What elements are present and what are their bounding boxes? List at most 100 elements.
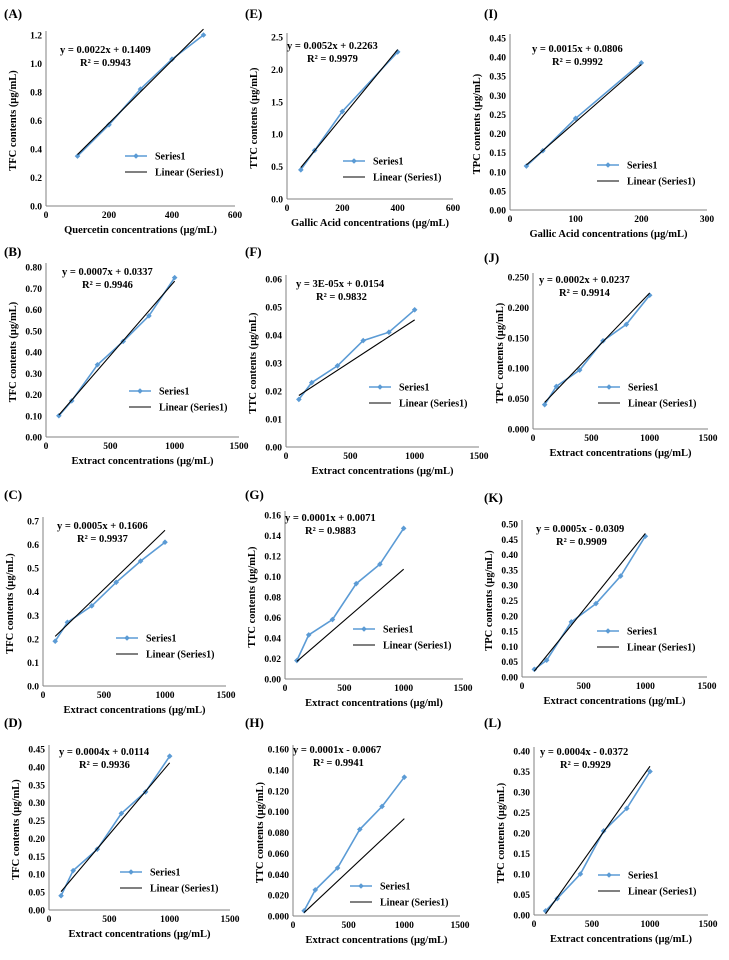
x-axis-title: Extract concentrations (µg/mL): [550, 448, 692, 459]
r-squared-label: R² = 0.9832: [316, 292, 367, 303]
y-tick-label: 0.15: [501, 628, 518, 638]
data-point: [623, 321, 630, 328]
r-squared-label: R² = 0.9943: [80, 58, 131, 69]
r-squared-label: R² = 0.9883: [305, 526, 356, 537]
y-tick-label: 0.6: [27, 541, 39, 551]
legend-series-label: Series1: [146, 634, 177, 645]
x-tick-label: 0: [520, 682, 525, 692]
data-point: [577, 871, 584, 877]
trendline: [526, 64, 642, 166]
series-line: [54, 541, 166, 642]
data-point: [617, 573, 624, 579]
y-tick-label: 0.080: [268, 829, 290, 839]
data-point: [113, 579, 119, 586]
x-tick-label: 1000: [640, 434, 659, 444]
x-tick-label: 0: [44, 442, 49, 452]
data-point: [360, 337, 366, 344]
data-point: [386, 329, 392, 335]
y-tick-label: 0.10: [489, 168, 506, 178]
y-tick-label: 0.06: [265, 276, 282, 286]
data-point: [411, 307, 418, 313]
legend-series-marker: [361, 626, 367, 632]
legend-series-label: Series1: [399, 383, 430, 394]
y-tick-label: 0.020: [268, 892, 290, 902]
y-tick-label: 0.15: [489, 149, 506, 159]
data-point: [531, 666, 538, 673]
trendline: [300, 49, 399, 168]
data-point: [377, 561, 383, 567]
data-point: [298, 167, 304, 173]
data-point: [296, 396, 302, 403]
trendline-equation: y = 3E-05x + 0.0154: [296, 279, 385, 290]
y-tick-label: 0.20: [489, 130, 506, 140]
y-tick-label: 0.12: [264, 553, 281, 563]
legend-series-label: Series1: [627, 627, 658, 638]
legend-trend-label: Linear (Series1): [150, 884, 218, 895]
x-tick-label: 400: [391, 204, 406, 214]
y-tick-label: 0.05: [501, 658, 518, 668]
data-point: [166, 753, 173, 759]
y-tick-label: 0.45: [28, 746, 45, 756]
y-tick-label: 0.150: [508, 334, 530, 344]
y-tick-label: 0.100: [508, 365, 530, 375]
y-tick-label: 0.10: [28, 871, 45, 881]
legend-trend-label: Linear (Series1): [628, 399, 696, 410]
y-tick-label: 0.40: [513, 748, 530, 758]
legend-trend-label: Linear (Series1): [627, 177, 695, 188]
trendline: [54, 529, 166, 637]
y-tick-label: 0.35: [489, 73, 506, 83]
chart-panel-c: (C) 0.0 0.1 0.2 0.3 0.4 0.5 0.6 0.7 0 500 1000 1500 E…: [4, 487, 236, 716]
trendline: [58, 280, 176, 416]
y-tick-label: 0.45: [501, 536, 518, 546]
x-tick-label: 600: [228, 211, 243, 221]
y-tick-label: 0.20: [513, 830, 530, 840]
series-line: [533, 535, 646, 671]
y-tick-label: 0.35: [28, 781, 45, 791]
y-tick-label: 0.100: [268, 808, 290, 818]
x-tick-label: 1000: [156, 691, 175, 701]
trendline: [544, 292, 651, 403]
trendline-equation: y = 0.0022x + 0.1409: [60, 45, 151, 56]
y-tick-label: 0.80: [25, 264, 42, 274]
y-tick-label: 0.10: [513, 871, 530, 881]
series-line: [300, 51, 399, 171]
trendline-equation: y = 0.0004x + 0.0114: [59, 747, 150, 758]
x-axis-title: Extract concentrations (µg/mL): [69, 929, 211, 940]
y-tick-label: 0.5: [271, 163, 283, 173]
x-axis-title: Extract concentrations (µg/mL): [544, 696, 686, 707]
r-squared-label: R² = 0.9909: [556, 537, 607, 548]
y-axis-title: TFC contents (µg/mL): [11, 779, 22, 880]
y-tick-label: 0.20: [501, 612, 518, 622]
x-tick-label: 400: [165, 211, 180, 221]
y-tick-label: 0.60: [25, 306, 42, 316]
trendline-equation: y = 0.0007x + 0.0337: [62, 267, 153, 278]
x-tick-label: 1000: [160, 915, 179, 925]
y-tick-label: 0.4: [27, 588, 39, 598]
y-tick-label: 0.00: [513, 912, 530, 922]
legend-series-label: Series1: [155, 152, 186, 163]
legend-trend-label: Linear (Series1): [155, 168, 223, 179]
x-tick-label: 1500: [454, 684, 473, 694]
y-tick-label: 0.0: [30, 203, 42, 213]
panel-label: (L): [484, 715, 501, 730]
x-tick-label: 0: [532, 920, 537, 930]
y-tick-label: 0.2: [30, 174, 42, 184]
panel-label: (B): [4, 244, 21, 259]
y-tick-label: 0.6: [30, 117, 42, 127]
y-tick-label: 0.00: [265, 444, 282, 454]
y-tick-label: 0.10: [25, 412, 42, 422]
data-point: [379, 803, 385, 810]
y-tick-label: 0.03: [265, 360, 282, 370]
y-tick-label: 0.40: [501, 551, 518, 561]
x-tick-label: 500: [103, 442, 118, 452]
data-point: [305, 632, 312, 638]
r-squared-label: R² = 0.9937: [77, 534, 128, 545]
y-tick-label: 0.050: [508, 395, 530, 405]
y-tick-label: 0.16: [264, 512, 281, 522]
data-point: [106, 121, 112, 128]
data-point: [572, 115, 579, 122]
legend-series-marker: [128, 869, 134, 875]
legend-series-marker: [137, 388, 143, 394]
series-line: [544, 294, 651, 406]
y-tick-label: 0.2: [27, 635, 39, 645]
